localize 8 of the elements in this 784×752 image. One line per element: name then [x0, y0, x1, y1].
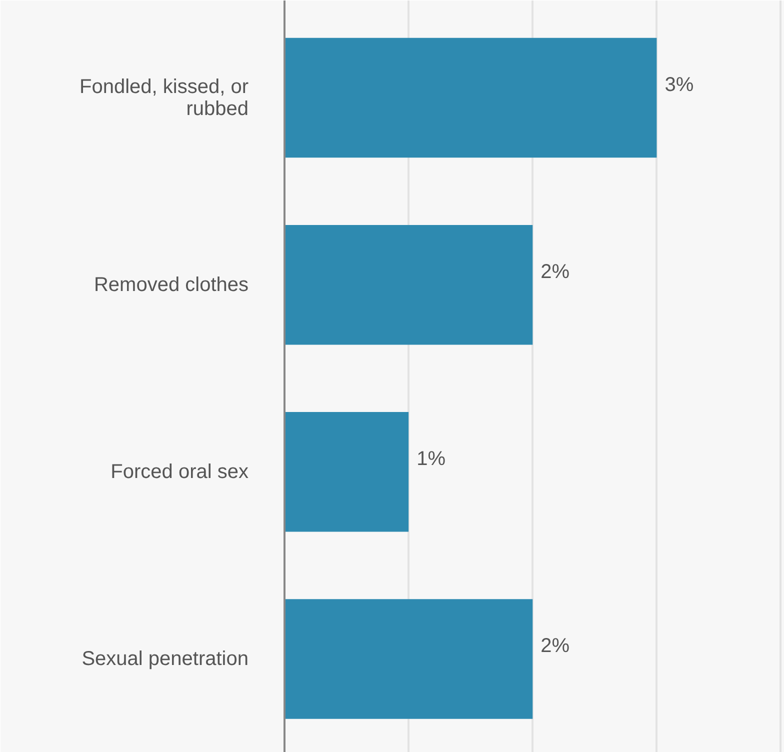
y-tick-label: Sexual penetration: [82, 648, 249, 670]
y-tick-label: Forced oral sex: [110, 460, 249, 483]
data-label: 2%: [540, 260, 570, 283]
data-label: 3%: [664, 74, 694, 96]
data-label: 1%: [416, 448, 446, 470]
y-tick-label: Fondled, kissed, or rubbed: [80, 76, 249, 120]
data-label: 2%: [540, 634, 570, 657]
y-tick-label: Removed clothes: [94, 274, 249, 296]
